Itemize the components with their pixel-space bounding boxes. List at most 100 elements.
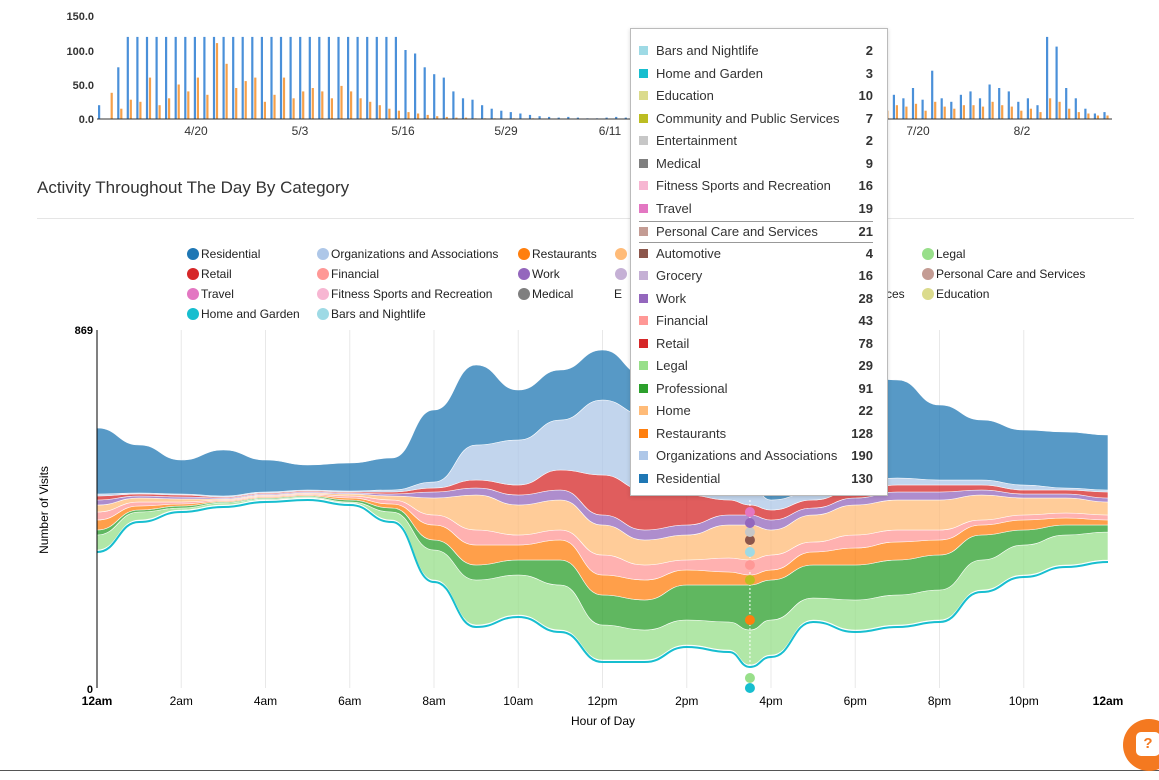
legend-item[interactable]: Financial xyxy=(317,267,379,281)
top-bar xyxy=(442,77,445,119)
tooltip-row: Grocery 16 xyxy=(639,266,873,286)
top-bar xyxy=(270,36,273,119)
top-bar xyxy=(1087,113,1090,119)
top-bar xyxy=(148,77,152,119)
top-bar xyxy=(155,36,158,119)
top-bar xyxy=(414,53,417,119)
tooltip-row: Residential 130 xyxy=(639,469,873,489)
top-bar xyxy=(953,108,956,119)
top-bar xyxy=(254,77,257,119)
legend-item[interactable]: Home and Garden xyxy=(187,307,300,321)
question-icon: ? xyxy=(1136,732,1159,756)
top-bar xyxy=(931,70,934,119)
top-bar xyxy=(388,108,391,119)
tooltip-row: Home 22 xyxy=(639,401,873,421)
tooltip-value: 16 xyxy=(858,268,873,283)
tooltip-value: 7 xyxy=(865,110,873,126)
top-x-tick-label: 8/2 xyxy=(1014,124,1031,138)
legend-item[interactable]: Education xyxy=(922,287,989,301)
top-bar xyxy=(461,98,465,119)
top-bar xyxy=(369,101,372,120)
tooltip-row: Education 10 xyxy=(639,86,873,106)
top-bar xyxy=(158,105,161,119)
legend-item[interactable]: Restaurants xyxy=(518,247,597,261)
hover-point xyxy=(744,547,755,557)
top-bar xyxy=(940,98,943,119)
top-bar xyxy=(292,98,295,119)
legend-item[interactable]: Personal Care and Services xyxy=(922,267,1085,281)
legend-item[interactable]: Travel xyxy=(187,287,234,301)
tooltip-category-name: Entertainment xyxy=(656,133,737,148)
legend-label: Financial xyxy=(331,267,379,281)
top-bar xyxy=(519,113,522,119)
top-bar xyxy=(972,105,975,119)
top-bar xyxy=(1046,36,1049,119)
hover-point xyxy=(744,673,755,683)
top-bar xyxy=(624,117,627,119)
legend-label: Legal xyxy=(936,247,965,261)
x-tick-label: 2am xyxy=(170,694,193,708)
top-bar xyxy=(139,101,142,120)
tooltip-row: Fitness Sports and Recreation 16 xyxy=(639,176,873,196)
tooltip-swatch xyxy=(639,158,648,168)
legend-item[interactable]: Fitness Sports and Recreation xyxy=(317,287,492,301)
top-bar xyxy=(327,36,330,119)
tooltip-category-name: Home and Garden xyxy=(656,65,763,81)
tooltip-value: 43 xyxy=(858,313,873,328)
top-bar xyxy=(394,36,397,119)
legend-item[interactable]: Organizations and Associations xyxy=(317,247,498,261)
top-bar xyxy=(911,88,915,119)
top-bar xyxy=(299,36,302,119)
tooltip-category-name: Restaurants xyxy=(656,425,727,441)
tooltip-category-name: Work xyxy=(656,290,687,306)
top-bar xyxy=(1020,110,1023,119)
tooltip-category-name: Education xyxy=(656,88,714,103)
legend-item[interactable]: Residential xyxy=(187,247,260,261)
top-bar xyxy=(1007,91,1010,119)
top-x-tick-label: 5/16 xyxy=(391,124,415,138)
tooltip-row: Travel 19 xyxy=(639,199,873,219)
tooltip-swatch xyxy=(639,136,648,145)
top-bar xyxy=(1026,98,1029,119)
hover-point xyxy=(744,560,755,570)
tooltip-category-name: Bars and Nightlife xyxy=(656,43,759,58)
legend-swatch xyxy=(317,268,329,280)
legend-item[interactable]: Legal xyxy=(922,247,965,261)
top-bar xyxy=(902,98,905,119)
legend-swatch xyxy=(518,248,530,260)
top-bar xyxy=(509,112,512,119)
x-tick-label: 10pm xyxy=(1009,694,1039,708)
help-button[interactable]: ? xyxy=(1123,719,1159,771)
section-title: Activity Throughout The Day By Category xyxy=(37,178,350,197)
legend-item[interactable]: Work xyxy=(518,267,561,281)
top-bar xyxy=(260,36,263,119)
tooltip-category-name: Professional xyxy=(656,380,728,396)
legend-item[interactable]: Retail xyxy=(187,267,232,281)
hover-point xyxy=(744,527,755,537)
legend-swatch-partial xyxy=(615,248,627,260)
top-bar xyxy=(235,88,238,119)
legend-label: Residential xyxy=(201,247,260,261)
top-bar xyxy=(471,99,474,119)
top-bar xyxy=(969,91,972,119)
top-bar xyxy=(145,36,149,119)
legend-swatch xyxy=(922,268,934,280)
top-bar xyxy=(557,117,560,119)
top-bar xyxy=(308,36,311,119)
top-bar xyxy=(1049,98,1052,119)
legend-item[interactable]: Bars and Nightlife xyxy=(317,307,426,321)
top-bar xyxy=(289,36,292,119)
top-bar xyxy=(385,36,388,119)
top-bar xyxy=(1017,101,1020,120)
tooltip-row: Retail 78 xyxy=(639,334,873,354)
tooltip-category-name: Automotive xyxy=(656,245,722,261)
legend-item[interactable]: Medical xyxy=(518,287,573,301)
top-bar xyxy=(251,36,254,119)
top-bar xyxy=(1068,108,1071,119)
tooltip-row: Legal 29 xyxy=(639,356,873,376)
top-bar xyxy=(1010,106,1013,119)
tooltip-swatch xyxy=(639,68,648,78)
top-bar xyxy=(423,67,426,119)
x-tick-label: 6am xyxy=(338,694,361,708)
top-bar xyxy=(959,94,962,119)
